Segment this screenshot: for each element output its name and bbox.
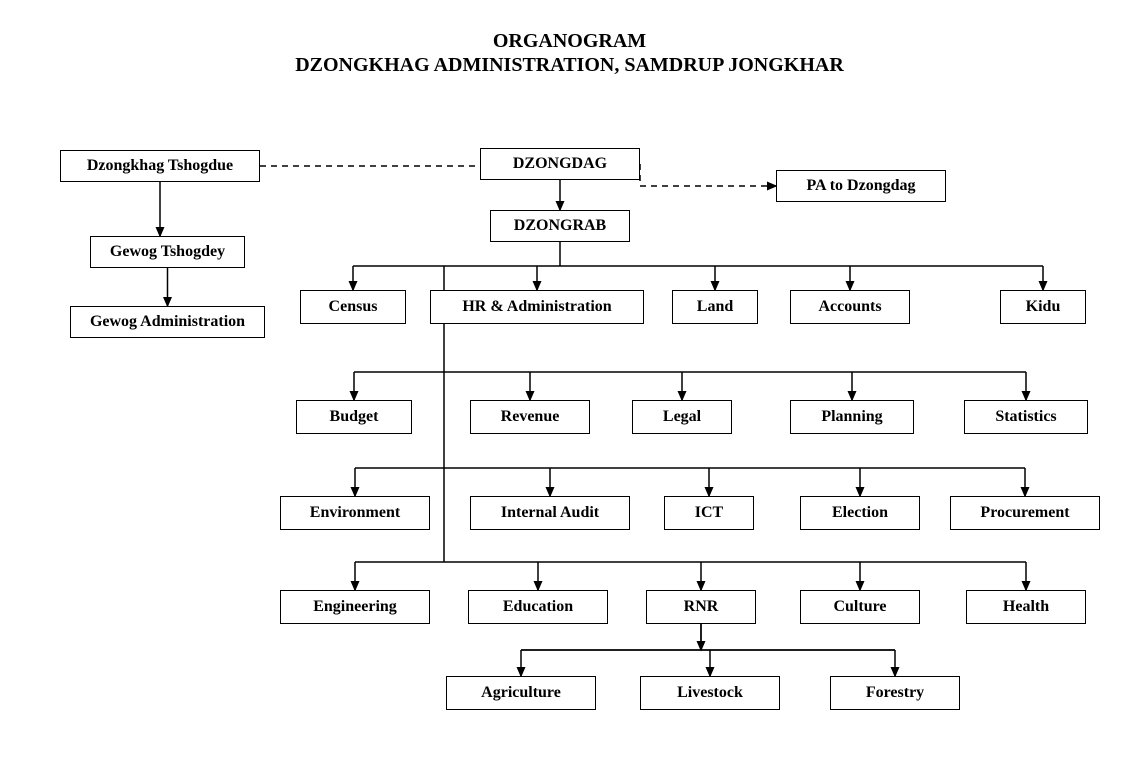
node-gewog_tshogdey: Gewog Tshogdey bbox=[90, 236, 245, 268]
node-culture: Culture bbox=[800, 590, 920, 624]
node-election: Election bbox=[800, 496, 920, 530]
node-hradmin: HR & Administration bbox=[430, 290, 644, 324]
node-livestock: Livestock bbox=[640, 676, 780, 710]
node-health: Health bbox=[966, 590, 1086, 624]
node-land: Land bbox=[672, 290, 758, 324]
edge-layer bbox=[0, 0, 1139, 768]
node-dzongdag: DZONGDAG bbox=[480, 148, 640, 180]
node-accounts: Accounts bbox=[790, 290, 910, 324]
node-ict: ICT bbox=[664, 496, 754, 530]
node-procurement: Procurement bbox=[950, 496, 1100, 530]
node-forestry: Forestry bbox=[830, 676, 960, 710]
node-revenue: Revenue bbox=[470, 400, 590, 434]
node-environment: Environment bbox=[280, 496, 430, 530]
node-census: Census bbox=[300, 290, 406, 324]
node-rnr: RNR bbox=[646, 590, 756, 624]
node-planning: Planning bbox=[790, 400, 914, 434]
node-dzongkhag_tshogdue: Dzongkhag Tshogdue bbox=[60, 150, 260, 182]
node-statistics: Statistics bbox=[964, 400, 1088, 434]
node-dzongrab: DZONGRAB bbox=[490, 210, 630, 242]
node-education: Education bbox=[468, 590, 608, 624]
organogram-stage: ORGANOGRAM DZONGKHAG ADMINISTRATION, SAM… bbox=[0, 0, 1139, 768]
node-internal_audit: Internal Audit bbox=[470, 496, 630, 530]
node-budget: Budget bbox=[296, 400, 412, 434]
node-kidu: Kidu bbox=[1000, 290, 1086, 324]
node-pa: PA to Dzongdag bbox=[776, 170, 946, 202]
node-engineering: Engineering bbox=[280, 590, 430, 624]
node-agriculture: Agriculture bbox=[446, 676, 596, 710]
node-gewog_administration: Gewog Administration bbox=[70, 306, 265, 338]
node-legal: Legal bbox=[632, 400, 732, 434]
